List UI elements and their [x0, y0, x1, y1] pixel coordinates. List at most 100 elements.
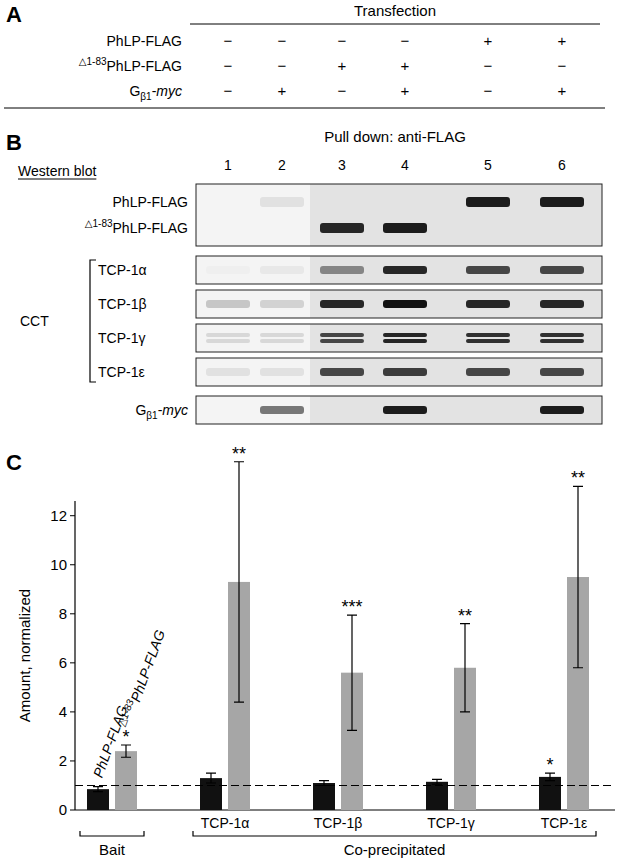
cell: − [338, 32, 347, 49]
bar [115, 751, 137, 810]
band [260, 406, 304, 414]
cell: − [224, 82, 233, 99]
band [466, 266, 510, 274]
group-bracket [193, 831, 596, 836]
cell: − [278, 57, 287, 74]
group-label: Co-precipitated [344, 841, 446, 858]
figure: ATransfectionPhLP-FLAG−−−−++△1-83PhLP-FL… [0, 0, 633, 863]
blot-background [196, 358, 310, 386]
text-part: TCP-1β [98, 296, 147, 312]
band [540, 197, 584, 207]
blot-background [310, 290, 602, 318]
band [206, 368, 250, 376]
blot-background [196, 324, 310, 352]
blot-frame [196, 184, 602, 246]
y-tick-label: 12 [50, 507, 67, 524]
band [260, 300, 304, 308]
band [383, 197, 427, 207]
row-label: TCP-1β [98, 296, 147, 312]
bracket [90, 260, 96, 382]
row-label: TCP-1γ [98, 330, 145, 346]
bars [75, 577, 615, 810]
cell: − [224, 32, 233, 49]
band [466, 368, 510, 376]
band [320, 266, 364, 274]
band [466, 223, 510, 233]
band [466, 197, 510, 207]
text-part: β1 [146, 410, 158, 421]
cell: + [278, 82, 287, 99]
significance: ** [458, 606, 472, 626]
band [466, 333, 510, 337]
error-bar [347, 615, 357, 730]
y-tick-label: 4 [59, 703, 67, 720]
row-label: △1-83PhLP-FLAG [79, 56, 182, 74]
band [206, 333, 250, 337]
band [540, 368, 584, 376]
text-part: PhLP-FLAG [127, 627, 168, 703]
cell: + [401, 82, 410, 99]
band [320, 300, 364, 308]
band [320, 197, 364, 207]
text-part: △1-83 [79, 56, 107, 67]
text-part: myc [162, 402, 188, 418]
blot-frame [196, 324, 602, 352]
y-tick [70, 810, 75, 811]
band [383, 406, 427, 414]
band-doublet [260, 333, 304, 343]
error-bar [234, 462, 244, 702]
y-tick-label: 6 [59, 654, 67, 671]
text-part: PhLP-FLAG [113, 194, 188, 210]
panel-letter: B [6, 130, 22, 155]
blot-background [310, 358, 602, 386]
significance: * [122, 727, 129, 747]
text-part: TCP-1γ [98, 330, 145, 346]
cell: + [558, 32, 567, 49]
category-label: TCP-1α [201, 815, 250, 831]
table-rule [4, 108, 605, 109]
row-label: Gβ1-myc [129, 83, 182, 102]
band [260, 266, 304, 274]
significance: *** [341, 597, 362, 617]
row-label: PhLP-FLAG [107, 33, 182, 49]
significance: ** [232, 444, 246, 464]
band [206, 223, 250, 233]
text-part: △1-83 [85, 218, 113, 229]
band [383, 368, 427, 376]
blot-background [310, 396, 602, 424]
category-label: TCP-1β [314, 815, 363, 831]
band [466, 406, 510, 414]
blot-background [196, 256, 310, 284]
cell: + [484, 32, 493, 49]
band [540, 223, 584, 233]
band [540, 406, 584, 414]
text-part: G [129, 83, 140, 99]
blot-frame [196, 396, 602, 424]
y-axis [74, 501, 75, 810]
blot-frame [196, 256, 602, 284]
group-label: Bait [99, 841, 126, 858]
band [206, 197, 250, 207]
error-bar [432, 779, 442, 784]
lane-number: 3 [338, 157, 346, 173]
band-doublet [206, 333, 250, 343]
band [260, 333, 304, 337]
row-label: PhLP-FLAG [113, 194, 188, 210]
band [466, 300, 510, 308]
y-axis-label: Amount, normalized [16, 589, 33, 722]
blot-background [196, 396, 310, 424]
row-label: TCP-1ε [98, 364, 145, 380]
cell: − [484, 82, 493, 99]
text-part: PhLP-FLAG [107, 33, 182, 49]
lane-number: 2 [278, 157, 286, 173]
band [206, 406, 250, 414]
method-label: Western blot [18, 163, 96, 179]
y-tick-label: 10 [50, 556, 67, 573]
cell: + [401, 57, 410, 74]
blot-background [310, 256, 602, 284]
cell: − [401, 32, 410, 49]
significance: ** [571, 468, 585, 488]
underline [18, 179, 96, 180]
category-label: TCP-1ε [541, 815, 588, 831]
blot-background [310, 184, 602, 246]
